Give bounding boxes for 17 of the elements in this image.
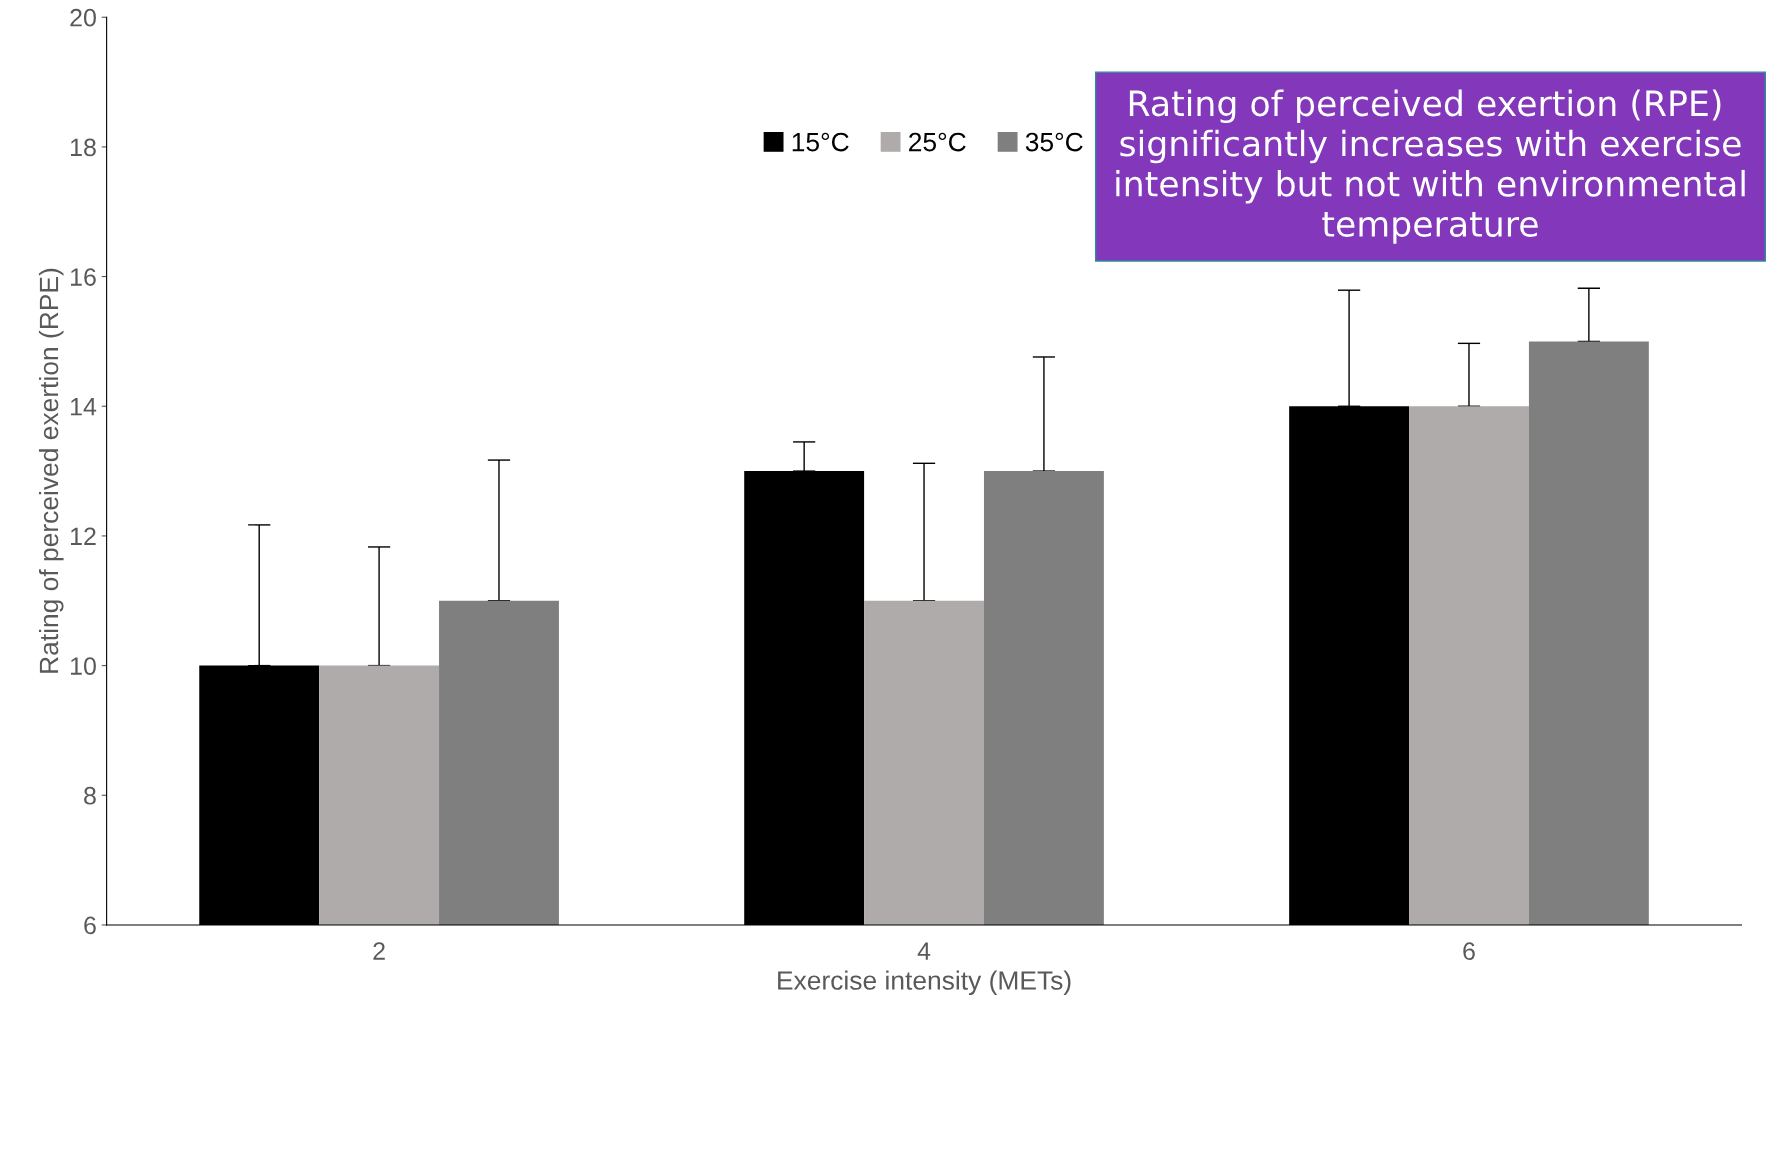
y-tick-label: 18 xyxy=(71,138,96,157)
y-tick-label: 12 xyxy=(71,527,96,545)
y-axis-title: Rating of perceived exertion (RPE) xyxy=(38,268,64,673)
x-axis-title: Exercise intensity (METs) xyxy=(778,970,1071,996)
y-tick-label: 16 xyxy=(71,268,96,286)
x-tick-label: 4 xyxy=(917,942,931,960)
y-tick-label: 6 xyxy=(84,916,96,935)
annotation: Rating of perceived exertion (RPE) significantly increases with exercise intensity but not with environmental temperature xyxy=(1116,89,1745,244)
y-tick-label: 8 xyxy=(84,786,96,805)
legend-label: 35°C xyxy=(1025,132,1083,152)
y-tick-label: 20 xyxy=(70,8,96,27)
legend-label: 15°C xyxy=(792,132,849,152)
y-tick-label: 10 xyxy=(71,657,96,675)
x-tick-label: 2 xyxy=(373,942,385,960)
y-tick-label: 14 xyxy=(71,398,97,416)
x-tick-label: 6 xyxy=(1463,942,1475,960)
legend-label: 25°C xyxy=(909,132,966,152)
